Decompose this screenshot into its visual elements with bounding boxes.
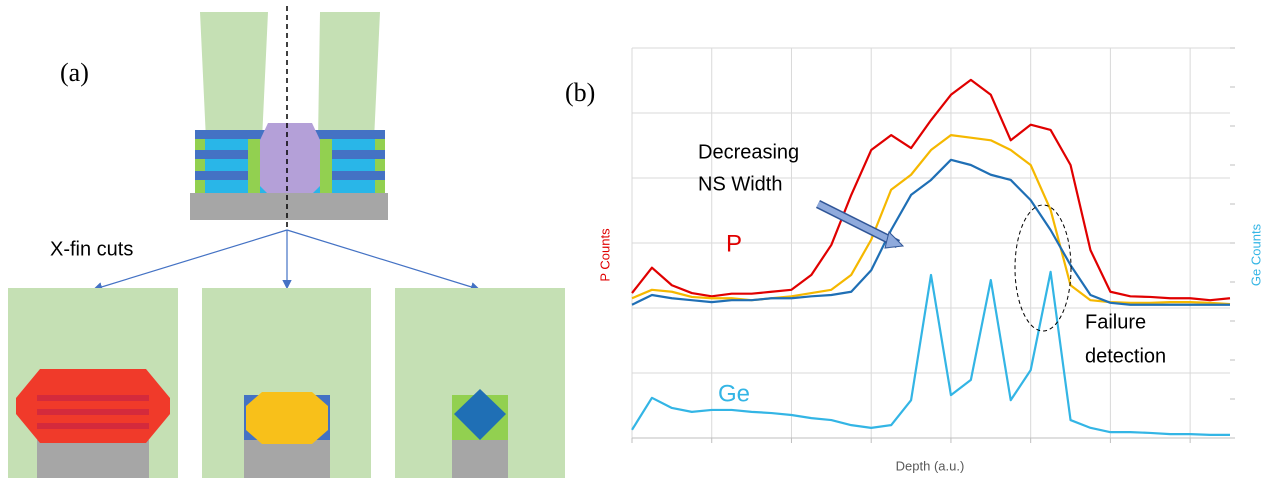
spacer xyxy=(200,12,268,140)
panel-label: (a) xyxy=(60,58,89,87)
annotation: detection xyxy=(1085,345,1166,367)
series-line xyxy=(631,158,1230,306)
trend-arrow xyxy=(884,231,905,249)
cut-medium xyxy=(202,288,371,478)
cut-small xyxy=(395,288,565,478)
y2-axis-title: Ge Counts xyxy=(1248,223,1263,286)
plot-area xyxy=(631,47,1235,443)
series-line xyxy=(631,134,1231,306)
y-axis-title: P Counts xyxy=(597,228,612,282)
spacer xyxy=(318,12,380,140)
failure-ellipse xyxy=(1014,204,1072,332)
panel-b: (b) P Counts Ge Counts Depth (a.u.) Decr… xyxy=(565,47,1263,473)
annotation: Decreasing xyxy=(698,141,799,163)
x-axis-title: Depth (a.u.) xyxy=(896,458,965,473)
panel-a: (a) X-fin cuts xyxy=(8,6,565,478)
panel-label: (b) xyxy=(565,78,595,107)
series-line xyxy=(631,270,1230,436)
annotation: Failure xyxy=(1085,311,1146,333)
annotation: P xyxy=(726,230,742,257)
annotation: NS Width xyxy=(698,173,782,195)
series-line xyxy=(631,78,1231,302)
gate xyxy=(260,123,320,194)
cut-large xyxy=(8,288,178,478)
cut-caption: X-fin cuts xyxy=(50,238,133,260)
cut-arrows xyxy=(92,229,481,292)
substrate xyxy=(190,193,388,220)
annotation: Ge xyxy=(718,380,750,407)
trend-arrow xyxy=(816,201,892,243)
